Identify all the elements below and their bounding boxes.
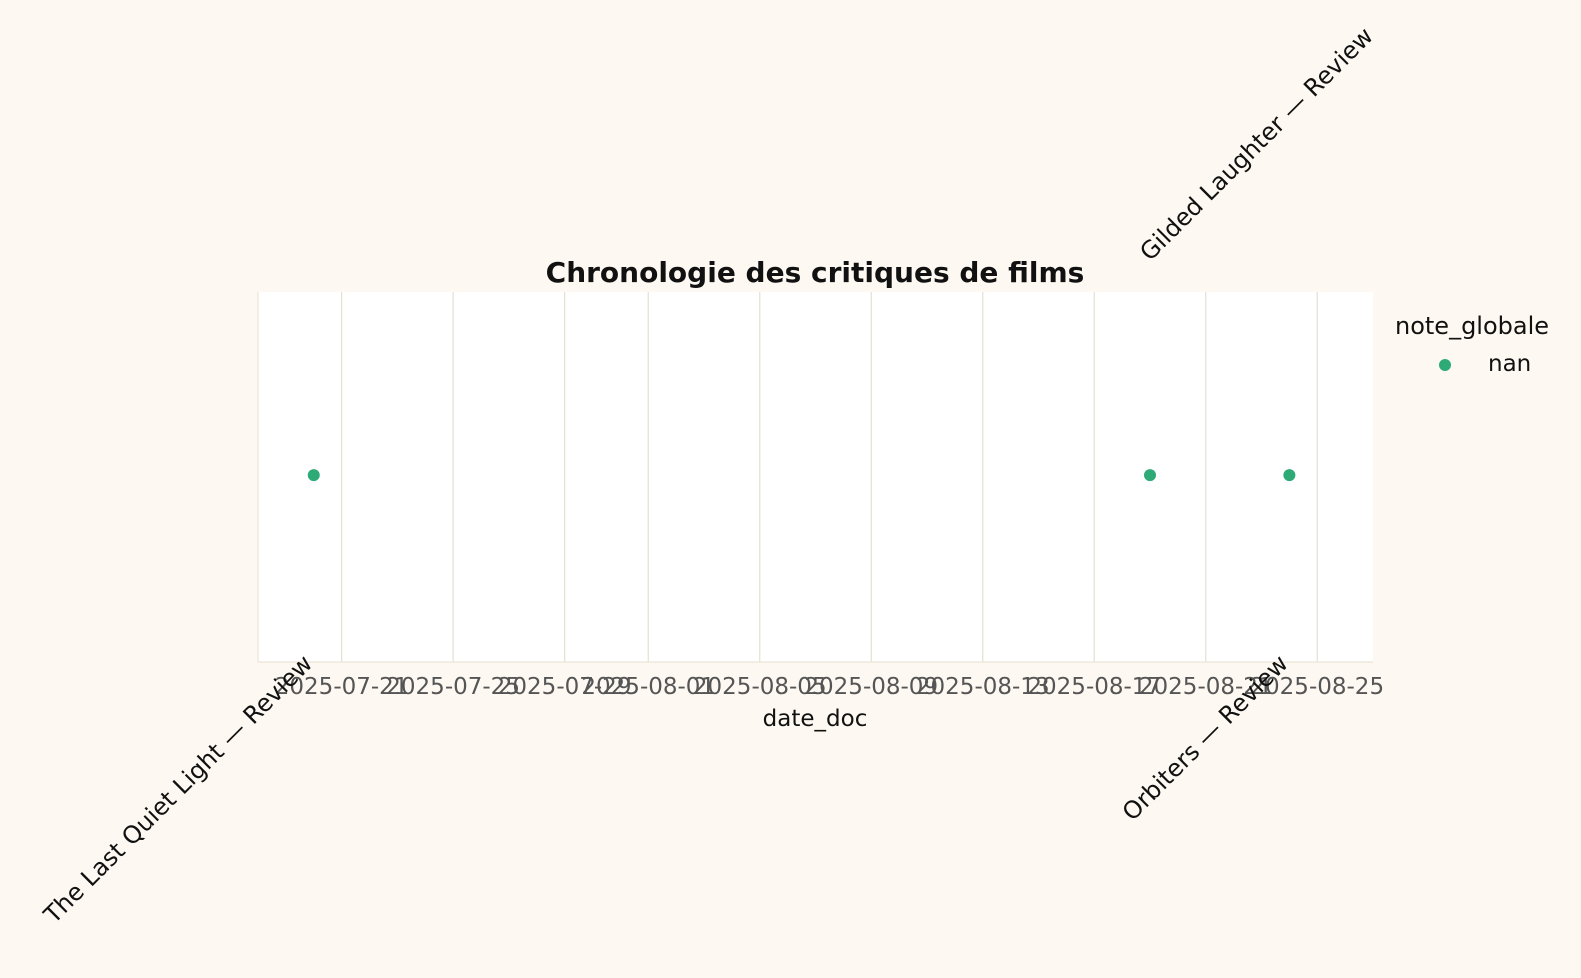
data-point	[307, 469, 320, 482]
x-tick-label: 2025-08-09	[804, 674, 938, 700]
data-point	[1283, 469, 1296, 482]
legend-title: note_globale	[1395, 312, 1549, 340]
x-tick-labels: 2025-07-212025-07-252025-07-292025-08-01…	[275, 674, 1384, 700]
x-tick-label: 2025-07-21	[275, 674, 409, 700]
x-tick-label: 2025-07-29	[498, 674, 632, 700]
x-tick-label: 2025-08-01	[581, 674, 715, 700]
chart-title: Chronologie des critiques de films	[546, 256, 1085, 289]
x-tick-label: 2025-07-25	[386, 674, 520, 700]
point-label: Gilded Laughter — Review	[1134, 22, 1378, 266]
plot-area	[258, 292, 1373, 662]
x-axis-label: date_doc	[763, 706, 868, 732]
legend-label: nan	[1488, 351, 1531, 377]
x-tick-label: 2025-08-13	[916, 674, 1050, 700]
legend-marker	[1439, 359, 1451, 371]
legend: note_globale nan	[1395, 312, 1549, 377]
x-tick-label: 2025-08-25	[1250, 674, 1384, 700]
x-tick-label: 2025-08-17	[1027, 674, 1161, 700]
grid-layer	[341, 292, 1318, 662]
x-tick-label: 2025-08-05	[693, 674, 827, 700]
data-point	[1144, 469, 1156, 482]
x-tick-label: 2025-08-21	[1139, 674, 1273, 700]
point-label: The Last Quiet Light — Review	[38, 649, 318, 929]
data-points	[307, 469, 1296, 482]
